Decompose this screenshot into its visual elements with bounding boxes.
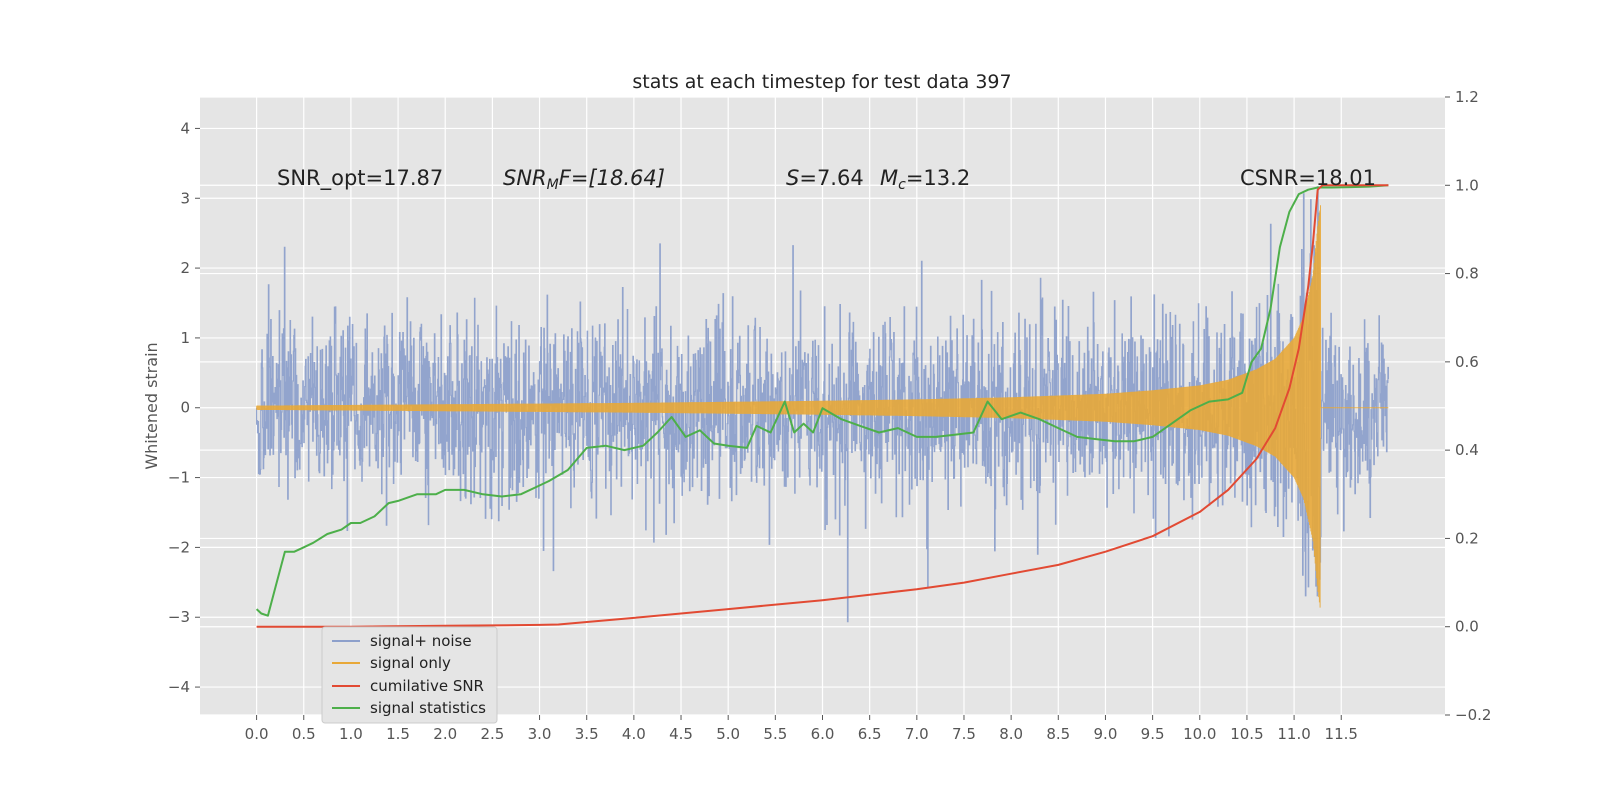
y-tick-label: −3 — [168, 608, 190, 626]
y-axis-label: Whitened strain — [142, 342, 161, 469]
x-tick-label: 0.5 — [292, 725, 316, 743]
mc-annotation: Mc=13.2 — [880, 166, 970, 193]
legend-box — [321, 626, 498, 724]
x-tick-label: 0.0 — [245, 725, 269, 743]
s-annotation: S=7.64 — [786, 166, 864, 190]
x-tick-label: 8.5 — [1046, 725, 1070, 743]
x-tick-label: 11.0 — [1277, 725, 1310, 743]
snr-mf-subscript: M — [547, 177, 559, 193]
y2-tick-label: 0.8 — [1455, 265, 1479, 283]
y-tick-label: 0 — [180, 399, 190, 417]
y-tick-label: −4 — [168, 678, 190, 696]
x-tick-label: 10.5 — [1230, 725, 1263, 743]
snr-mf-rest: F=[18.64] — [559, 166, 665, 190]
y2-tick-label: 0.6 — [1455, 353, 1479, 371]
legend-label-signal-only: signal only — [370, 654, 451, 672]
x-tick-label: 5.0 — [716, 725, 740, 743]
y2-tick-label: 0.2 — [1455, 529, 1479, 547]
legend: signal+ noise signal only cumilative SNR… — [321, 626, 498, 724]
y2-tick-label: 0.4 — [1455, 441, 1479, 459]
x-tick-label: 3.5 — [575, 725, 599, 743]
y2-tick-label: −0.2 — [1455, 706, 1491, 724]
x-tick-label: 2.5 — [480, 725, 504, 743]
x-tick-label: 6.5 — [858, 725, 882, 743]
x-tick-label: 7.5 — [952, 725, 976, 743]
x-tick-label: 2.0 — [433, 725, 457, 743]
y-tick-label: 3 — [180, 189, 190, 207]
s-main: S — [786, 166, 799, 190]
legend-label-signal-noise: signal+ noise — [370, 632, 472, 650]
left-axis-ticks: 4 3 2 1 0 −1 −2 −3 −4 — [168, 119, 200, 696]
statistics-lines — [255, 184, 1389, 628]
chart-title: stats at each timestep for test data 397 — [632, 71, 1011, 93]
x-tick-label: 1.5 — [386, 725, 410, 743]
y-tick-label: 2 — [180, 259, 190, 277]
s-value: =7.64 — [799, 166, 863, 190]
legend-label-cumilative-snr: cumilative SNR — [370, 677, 484, 695]
y2-tick-label: 1.0 — [1455, 176, 1479, 194]
mc-main: M — [880, 166, 898, 190]
mc-subscript: c — [898, 177, 906, 193]
x-tick-label: 11.5 — [1325, 725, 1358, 743]
right-axis-ticks: 1.2 1.0 0.8 0.6 0.4 0.2 0.0 −0.2 — [1445, 88, 1491, 724]
x-tick-label: 7.0 — [905, 725, 929, 743]
x-tick-label: 4.5 — [669, 725, 693, 743]
y-tick-label: 1 — [180, 329, 190, 347]
x-tick-label: 3.0 — [528, 725, 552, 743]
x-tick-label: 9.0 — [1094, 725, 1118, 743]
x-tick-label: 9.5 — [1141, 725, 1165, 743]
cumilative-snr-line — [256, 184, 1389, 628]
y2-tick-label: 1.2 — [1455, 88, 1479, 106]
snr-opt-annotation: SNR_opt=17.87 — [277, 166, 443, 191]
snr-mf-annotation: SNRMF=[18.64] — [503, 166, 665, 193]
y-tick-label: 4 — [180, 119, 190, 137]
x-tick-label: 10.0 — [1183, 725, 1216, 743]
x-tick-label: 6.0 — [811, 725, 835, 743]
x-tick-label: 1.0 — [339, 725, 363, 743]
signal-statistics-line — [255, 184, 1389, 617]
y-tick-label: −2 — [168, 538, 190, 556]
csnr-annotation: CSNR=18.01 — [1240, 166, 1376, 190]
mc-value: =13.2 — [906, 166, 970, 190]
x-tick-label: 5.5 — [763, 725, 787, 743]
x-tick-label: 8.0 — [999, 725, 1023, 743]
y2-tick-label: 0.0 — [1455, 618, 1479, 636]
x-axis-ticks: 0.0 0.5 1.0 1.5 2.0 2.5 3.0 3.5 4.0 4.5 5.0 5.5 6.0 6… — [245, 715, 1358, 743]
snr-mf-main: SNR — [503, 166, 547, 190]
x-tick-label: 4.0 — [622, 725, 646, 743]
y-tick-label: −1 — [168, 469, 190, 487]
legend-label-signal-statistics: signal statistics — [370, 699, 486, 717]
